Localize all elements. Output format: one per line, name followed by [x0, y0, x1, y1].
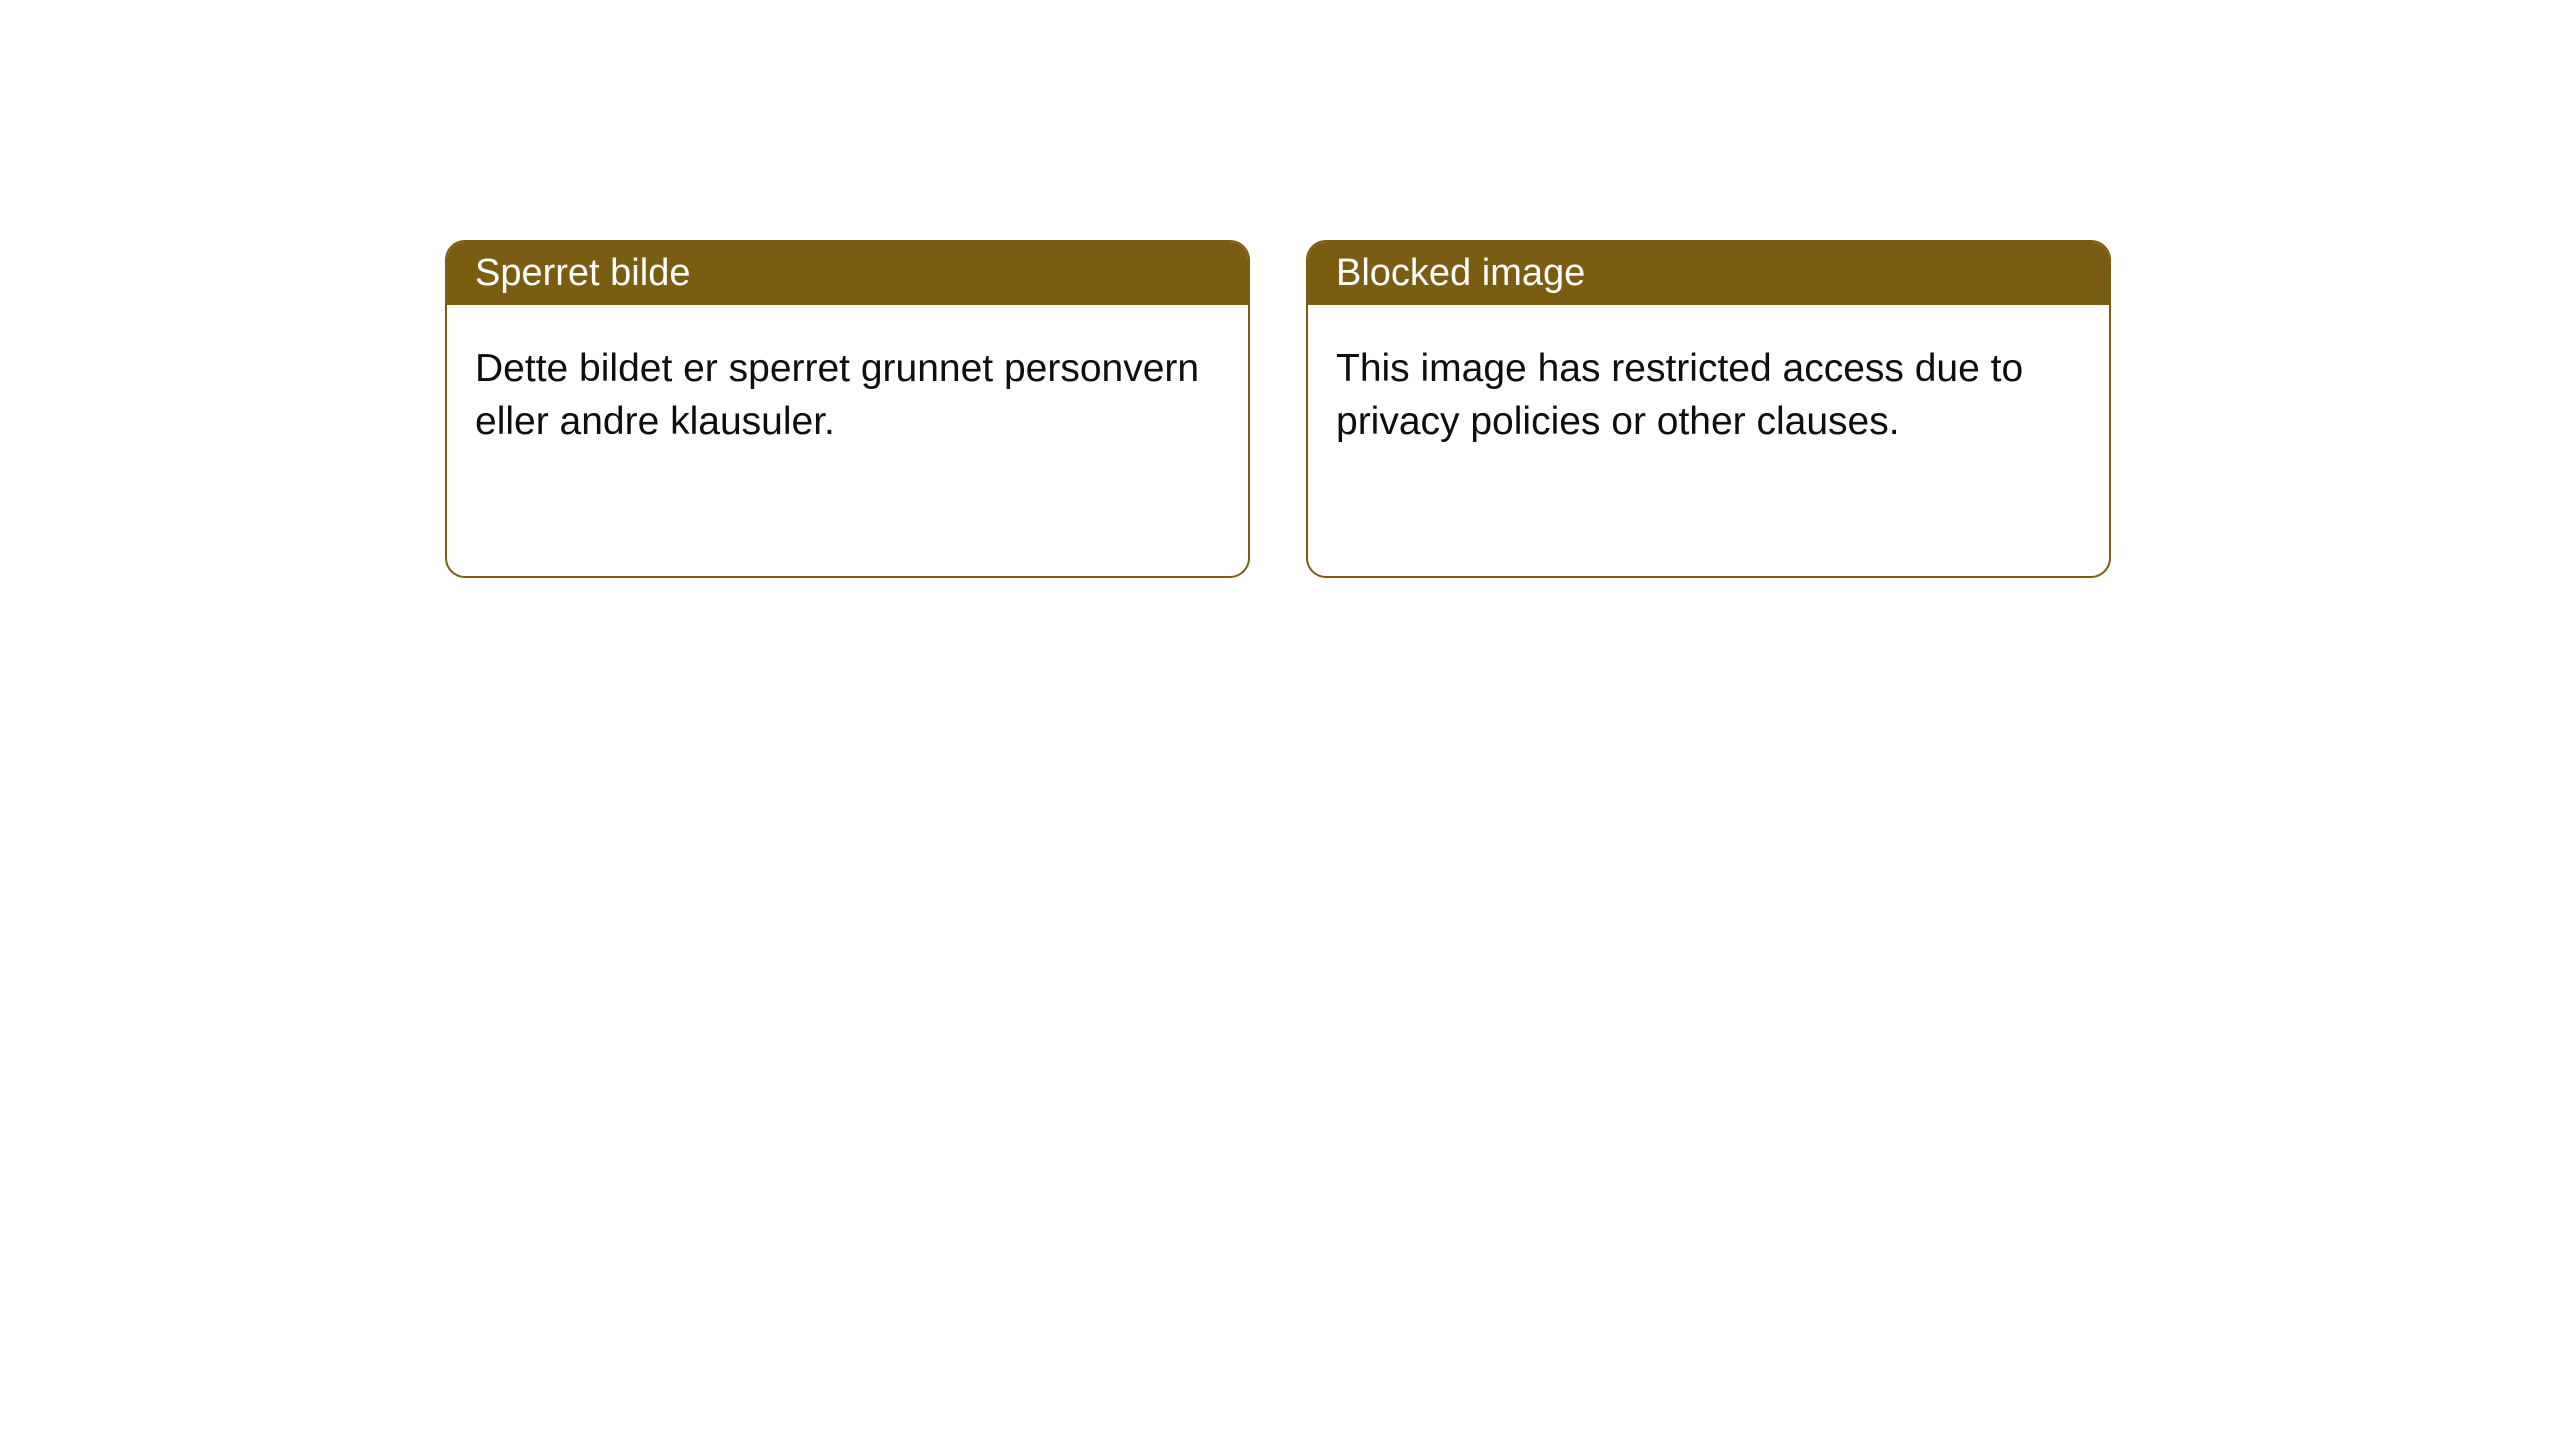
- card-header-en: Blocked image: [1308, 242, 2109, 305]
- notice-cards-container: Sperret bilde Dette bildet er sperret gr…: [0, 0, 2560, 578]
- card-body-no: Dette bildet er sperret grunnet personve…: [447, 305, 1248, 486]
- card-header-no: Sperret bilde: [447, 242, 1248, 305]
- card-body-en: This image has restricted access due to …: [1308, 305, 2109, 486]
- blocked-image-card-en: Blocked image This image has restricted …: [1306, 240, 2111, 578]
- blocked-image-card-no: Sperret bilde Dette bildet er sperret gr…: [445, 240, 1250, 578]
